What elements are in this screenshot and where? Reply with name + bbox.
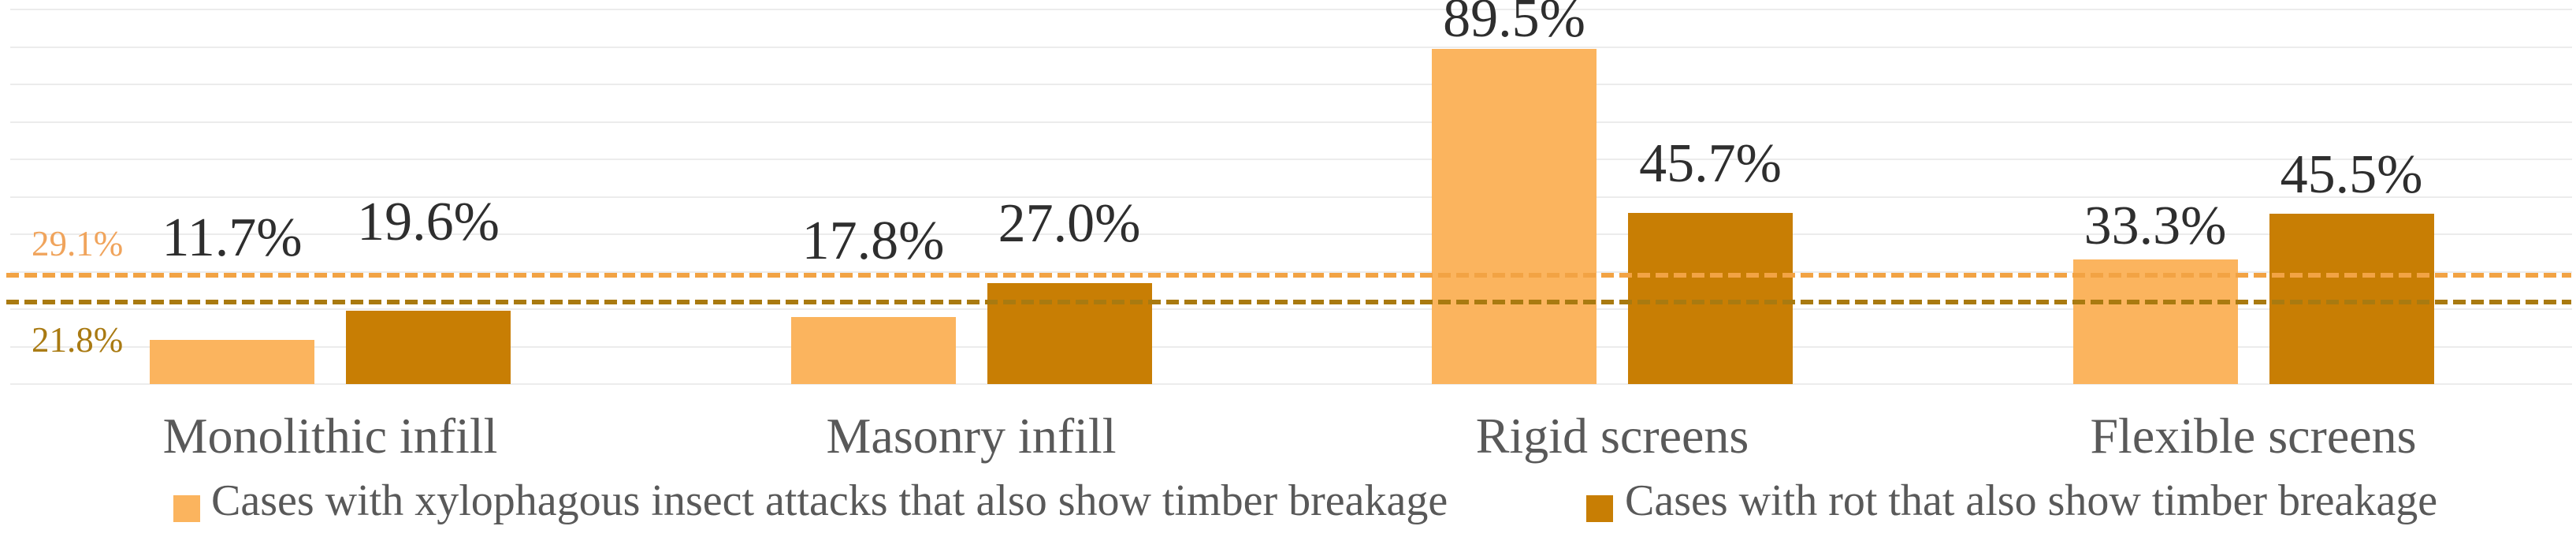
reference-line-label-29-1: 29.1% (32, 224, 124, 263)
value-label-rot-rigid-screens: 45.7% (1639, 133, 1782, 194)
gridline (10, 383, 2572, 385)
bar-rot-masonry-infill (987, 283, 1152, 384)
reference-line-label-21-8: 21.8% (32, 320, 124, 360)
bar-insect-rigid-screens (1432, 49, 1597, 384)
gridline (10, 159, 2572, 160)
value-label-insect-monolithic-infill: 11.7% (162, 207, 303, 268)
gridline (10, 121, 2572, 123)
category-label-monolithic-infill: Monolithic infill (162, 408, 498, 464)
reference-line-29-1 (6, 272, 2571, 278)
category-label-masonry-infill: Masonry infill (826, 408, 1117, 464)
value-label-insect-masonry-infill: 17.8% (801, 211, 945, 271)
bar-insect-monolithic-infill (150, 340, 314, 384)
legend-swatch-insect (173, 495, 200, 522)
gridline (10, 84, 2572, 85)
legend-label-rot: Cases with rot that also show timber bre… (1625, 476, 2438, 525)
gridline (10, 233, 2572, 235)
value-label-insect-flexible-screens: 33.3% (2083, 196, 2227, 256)
reference-line-21-8 (6, 300, 2571, 305)
category-label-rigid-screens: Rigid screens (1475, 408, 1749, 464)
gridline (10, 46, 2572, 48)
bar-insect-masonry-infill (790, 317, 956, 384)
bar-insect-flexible-screens (2072, 259, 2238, 384)
category-label-flexible-screens: Flexible screens (2090, 408, 2417, 464)
value-label-rot-monolithic-infill: 19.6% (357, 192, 500, 252)
bar-rot-monolithic-infill (346, 311, 511, 384)
gridline (10, 345, 2572, 348)
legend-swatch-rot (1586, 495, 1613, 522)
bar-rot-flexible-screens (2269, 214, 2434, 384)
legend-label-insect: Cases with xylophagous insect attacks th… (211, 476, 1448, 525)
gridline (10, 196, 2572, 198)
value-label-rot-masonry-infill: 27.0% (998, 193, 1141, 254)
value-label-insect-rigid-screens: 89.5% (1443, 0, 1585, 49)
gridline (10, 308, 2572, 310)
gridline (10, 270, 2572, 273)
bar-rot-rigid-screens (1628, 213, 1793, 384)
gridline (10, 9, 2572, 10)
value-label-rot-flexible-screens: 45.5% (2280, 144, 2423, 205)
